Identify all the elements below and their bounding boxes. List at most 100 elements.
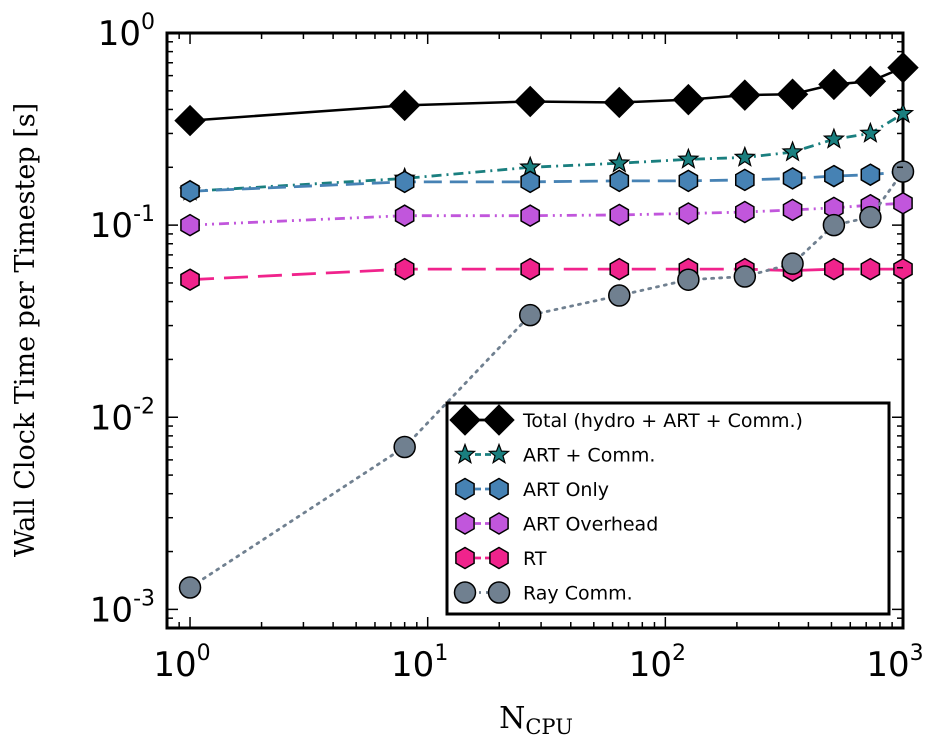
hexagon-marker [394, 170, 415, 194]
hexagon-marker [782, 167, 803, 190]
hexagon-marker [520, 257, 541, 281]
x-tick-label-base: 10 [391, 645, 434, 685]
diamond-marker [483, 404, 515, 436]
diamond-marker [603, 86, 635, 119]
x-tick-label-exponent: 1 [434, 641, 448, 666]
series-line [189, 170, 904, 193]
legend-label: RT [523, 548, 547, 570]
x-tick-label-base: 10 [629, 645, 672, 685]
series-3 [180, 191, 913, 237]
hexagon-marker [609, 257, 630, 281]
circle-marker [518, 303, 542, 327]
y-tick-label-base: 10 [90, 590, 133, 630]
hexagon-marker [734, 168, 755, 192]
plot-axes [165, 31, 905, 630]
series-5 [178, 160, 915, 599]
plot-frame [165, 31, 905, 630]
hexagon-marker [455, 512, 475, 535]
circle-marker [677, 268, 700, 291]
x-tick-label-base: 10 [866, 645, 909, 685]
circle-marker [487, 581, 511, 604]
plot-series [174, 51, 919, 599]
star-marker [822, 127, 846, 149]
diamond-marker [449, 404, 481, 436]
legend-box [445, 401, 891, 616]
circle-marker [608, 284, 631, 307]
y-tick-label-base: 10 [98, 14, 141, 54]
hexagon-marker [520, 204, 541, 228]
legend-item: ART Only [455, 477, 609, 501]
diamond-marker [672, 83, 705, 116]
circle-marker [733, 265, 757, 288]
x-tick-label-exponent: 0 [197, 641, 211, 666]
series-1 [178, 102, 915, 201]
hexagon-marker [394, 257, 415, 281]
series-0 [174, 51, 919, 137]
hexagon-marker [489, 477, 509, 501]
x-tick-label: 102 [629, 641, 686, 685]
legend-label: Ray Comm. [523, 583, 633, 605]
y-tick-label: 10-3 [90, 586, 155, 630]
hexagon-marker [734, 200, 755, 224]
x-tick-label: 100 [153, 641, 210, 685]
diamond-marker [388, 89, 421, 122]
legend-label: Total (hydro + ART + Comm.) [522, 410, 803, 432]
hexagon-marker [180, 268, 200, 292]
diamond-marker [818, 68, 850, 101]
hexagon-marker [394, 204, 415, 228]
hexagon-marker [455, 477, 475, 501]
axis-labels: NCPU Wall Clock Time per Timestep [s] [10, 103, 573, 739]
star-marker [733, 145, 756, 167]
legend-label: ART Only [523, 479, 609, 501]
x-tick-label: 103 [866, 641, 923, 685]
circle-marker [393, 435, 416, 459]
diamond-marker [514, 85, 546, 118]
y-tick-label-exponent: -2 [133, 394, 155, 419]
hexagon-marker [489, 512, 509, 535]
y-tick-label-exponent: -3 [133, 586, 155, 611]
legend-item: RT [455, 546, 547, 570]
star-marker [859, 121, 882, 143]
series-line [189, 66, 904, 122]
hexagon-marker [678, 202, 699, 225]
x-tick-label: 101 [391, 641, 448, 685]
y-tick-label: 100 [98, 10, 155, 54]
hexagon-marker [609, 169, 630, 193]
diamond-marker [776, 78, 809, 110]
hexagon-marker [893, 191, 913, 215]
circle-marker [859, 205, 882, 229]
series-line [189, 112, 904, 193]
legend-label: ART + Comm. [523, 445, 655, 467]
hexagon-marker [824, 164, 844, 188]
diamond-marker [854, 65, 887, 98]
series-line [189, 201, 904, 227]
star-marker [677, 147, 700, 169]
y-tick-label: 10-1 [90, 202, 155, 246]
x-axis-label-subscript: CPU [525, 715, 573, 739]
x-tick-label-base: 10 [153, 645, 196, 685]
star-marker [608, 151, 631, 173]
diamond-marker [887, 51, 919, 84]
diamond-marker [729, 79, 761, 111]
hexagon-marker [180, 213, 200, 237]
hexagon-marker [860, 257, 881, 281]
hexagon-marker [678, 169, 699, 193]
circle-marker [822, 213, 846, 237]
x-axis-label-main: N [499, 701, 525, 736]
y-tick-label-exponent: 0 [141, 10, 155, 35]
legend-item: ART Overhead [455, 512, 658, 536]
legend-item: ART + Comm. [453, 442, 655, 467]
y-tick-label-base: 10 [90, 398, 133, 438]
star-marker [891, 102, 915, 124]
hexagon-marker [520, 170, 541, 194]
star-marker [453, 442, 477, 464]
x-tick-label-exponent: 3 [910, 641, 924, 666]
y-tick-label-exponent: -1 [133, 202, 155, 227]
hexagon-marker [824, 257, 844, 281]
hexagon-marker [489, 546, 509, 570]
circle-marker [891, 160, 915, 183]
x-axis-label: NCPU [499, 701, 573, 739]
legend-label: ART Overhead [523, 514, 658, 536]
